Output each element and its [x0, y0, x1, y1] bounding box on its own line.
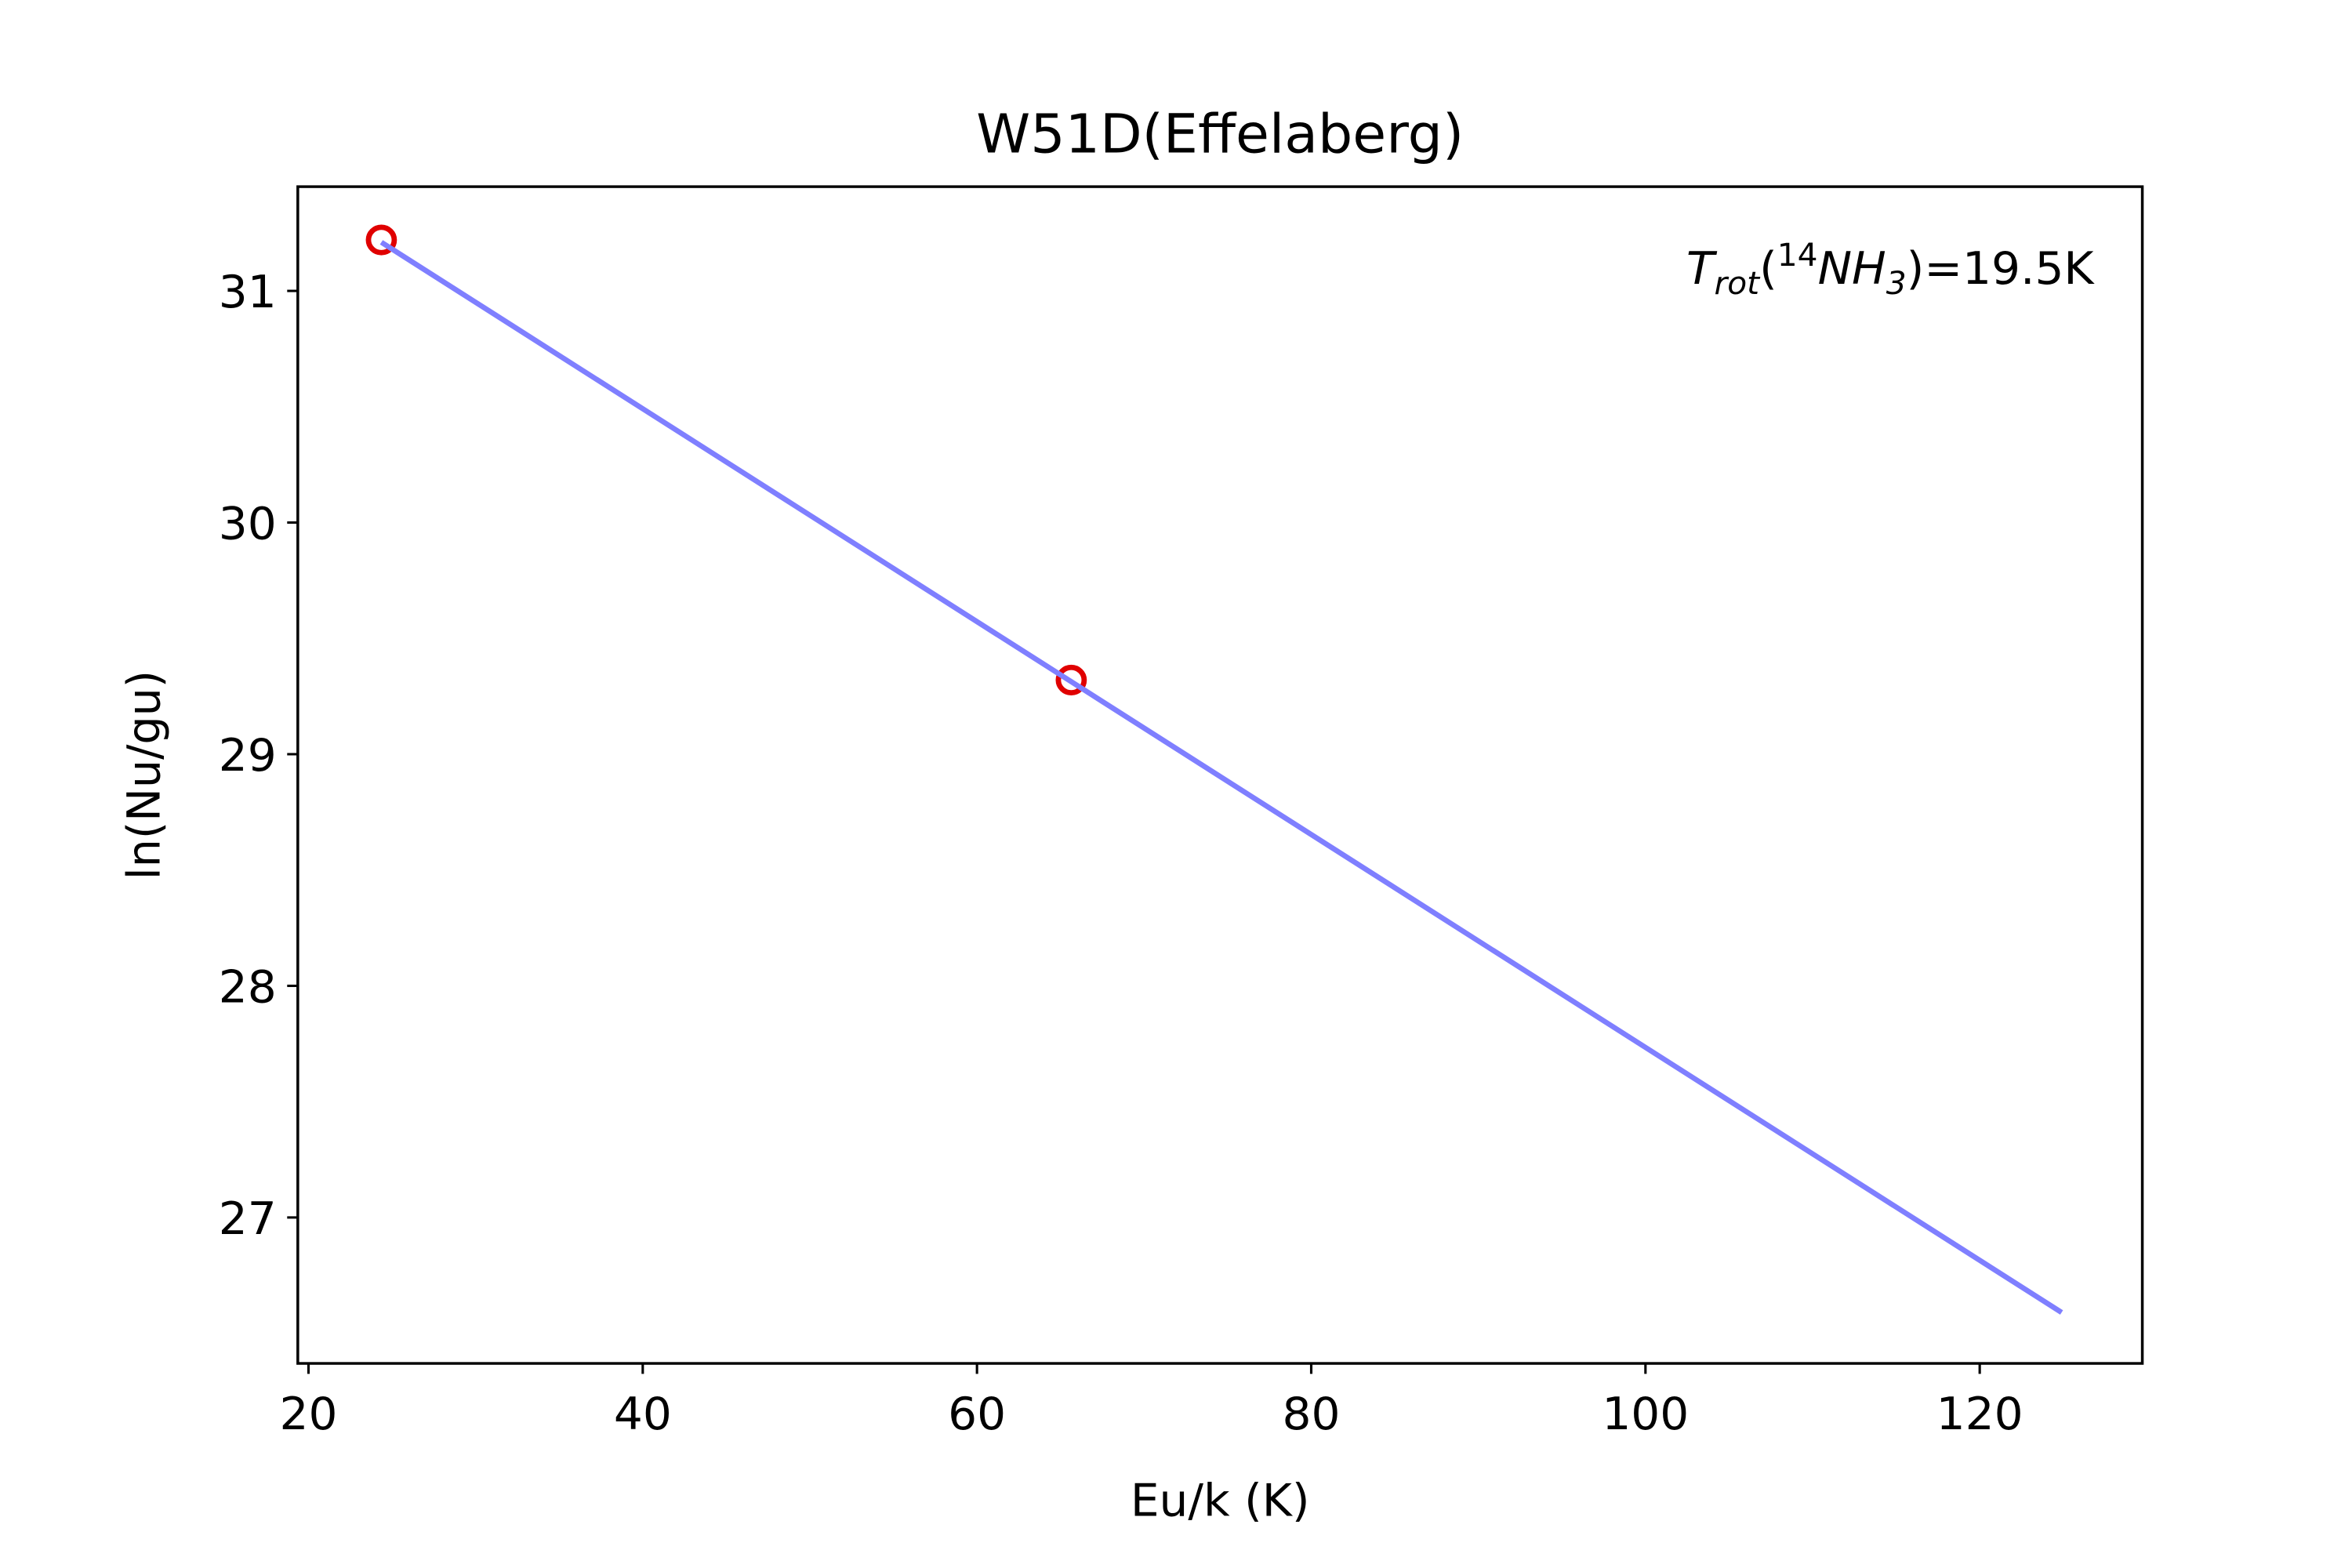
x-tick-label: 60 — [948, 1387, 1006, 1439]
x-tick-label: 100 — [1602, 1387, 1689, 1439]
fit-line — [379, 240, 2063, 1315]
y-tick-label: 28 — [219, 960, 277, 1013]
y-tick-label: 27 — [219, 1192, 277, 1244]
x-axis-label: Eu/k (K) — [1131, 1474, 1310, 1526]
annotation-part: )=19.5K — [1907, 241, 2095, 294]
y-tick-label: 29 — [219, 728, 277, 781]
annotation-part: ( — [1759, 241, 1777, 294]
annotation-part: 3 — [1886, 266, 1907, 303]
annotation-part: NH — [1818, 241, 1886, 294]
x-tick-label: 20 — [280, 1387, 338, 1439]
annotation: Trot(14NH3)=19.5K — [1686, 237, 2095, 302]
x-tick-label: 40 — [614, 1387, 672, 1439]
x-tick-label: 80 — [1283, 1387, 1341, 1439]
x-tick-label: 120 — [1936, 1387, 2024, 1439]
data-point — [365, 224, 397, 256]
y-axis-label: ln(Nu/gu) — [117, 670, 171, 880]
annotation-part: rot — [1715, 266, 1762, 303]
data-point — [1055, 664, 1087, 695]
plot-frame — [296, 185, 2144, 1365]
y-tick-label: 31 — [219, 265, 277, 318]
annotation-part: T — [1686, 241, 1717, 294]
annotation-part: 14 — [1777, 237, 1818, 274]
chart-title: W51D(Effelaberg) — [976, 103, 1464, 165]
y-tick-label: 30 — [219, 497, 277, 550]
